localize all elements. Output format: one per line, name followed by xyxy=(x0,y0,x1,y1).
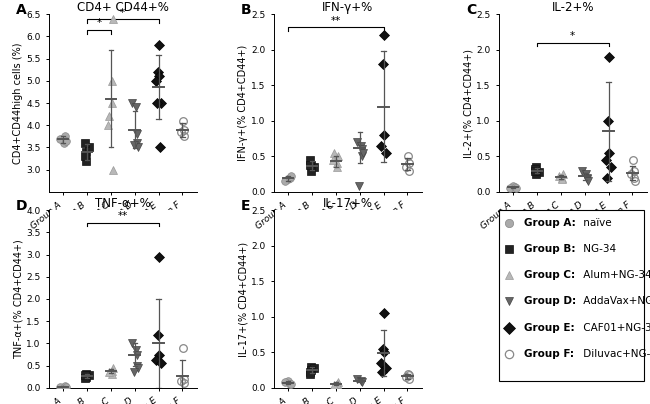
Y-axis label: TNF-α+(% CD4+CD44+): TNF-α+(% CD4+CD44+) xyxy=(13,239,23,359)
Text: **: ** xyxy=(118,211,128,221)
Text: *: * xyxy=(570,31,575,41)
Text: Group F:: Group F: xyxy=(524,349,574,359)
Y-axis label: IL-17+(% CD4+CD44+): IL-17+(% CD4+CD44+) xyxy=(239,242,248,356)
Text: Group B:: Group B: xyxy=(524,244,575,254)
Text: B: B xyxy=(241,4,252,17)
Text: D: D xyxy=(16,200,28,213)
Text: *: * xyxy=(96,18,101,28)
Text: NG-34: NG-34 xyxy=(580,244,616,254)
Y-axis label: IL-2+(% CD4+CD44+): IL-2+(% CD4+CD44+) xyxy=(463,48,473,158)
Title: IL-2+%: IL-2+% xyxy=(551,1,594,14)
Text: Group A:: Group A: xyxy=(524,217,576,227)
Title: IFN-γ+%: IFN-γ+% xyxy=(322,1,373,14)
Text: Group E:: Group E: xyxy=(524,323,575,333)
Text: C: C xyxy=(466,4,476,17)
Text: Group D:: Group D: xyxy=(524,297,576,307)
Text: CAF01+NG-34: CAF01+NG-34 xyxy=(580,323,650,333)
Title: IL-17+%: IL-17+% xyxy=(323,197,372,210)
Y-axis label: CD4+CD44high cells (%): CD4+CD44high cells (%) xyxy=(13,42,23,164)
Text: AddaVax+NG-34: AddaVax+NG-34 xyxy=(580,297,650,307)
Text: A: A xyxy=(16,4,27,17)
FancyBboxPatch shape xyxy=(499,210,644,381)
Title: TNF-α+%: TNF-α+% xyxy=(95,197,151,210)
Text: Alum+NG-34: Alum+NG-34 xyxy=(580,270,650,280)
Text: naïve: naïve xyxy=(580,217,612,227)
Text: **: ** xyxy=(331,15,341,25)
Text: *: * xyxy=(120,8,125,18)
Title: CD4+ CD44+%: CD4+ CD44+% xyxy=(77,1,169,14)
Text: Group C:: Group C: xyxy=(524,270,575,280)
Text: Diluvac+NG-34: Diluvac+NG-34 xyxy=(580,349,650,359)
Text: E: E xyxy=(241,200,251,213)
Y-axis label: IFN-γ+(% CD4+CD44+): IFN-γ+(% CD4+CD44+) xyxy=(239,45,248,161)
